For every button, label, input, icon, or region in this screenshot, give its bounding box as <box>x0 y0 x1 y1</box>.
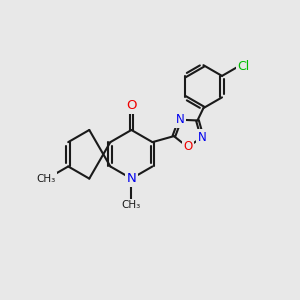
Text: O: O <box>126 99 137 112</box>
Text: N: N <box>198 131 207 144</box>
Text: N: N <box>127 172 136 185</box>
Text: O: O <box>183 140 192 154</box>
Text: CH₃: CH₃ <box>36 174 56 184</box>
Text: Cl: Cl <box>237 60 249 73</box>
Text: N: N <box>176 113 184 126</box>
Text: CH₃: CH₃ <box>122 200 141 210</box>
